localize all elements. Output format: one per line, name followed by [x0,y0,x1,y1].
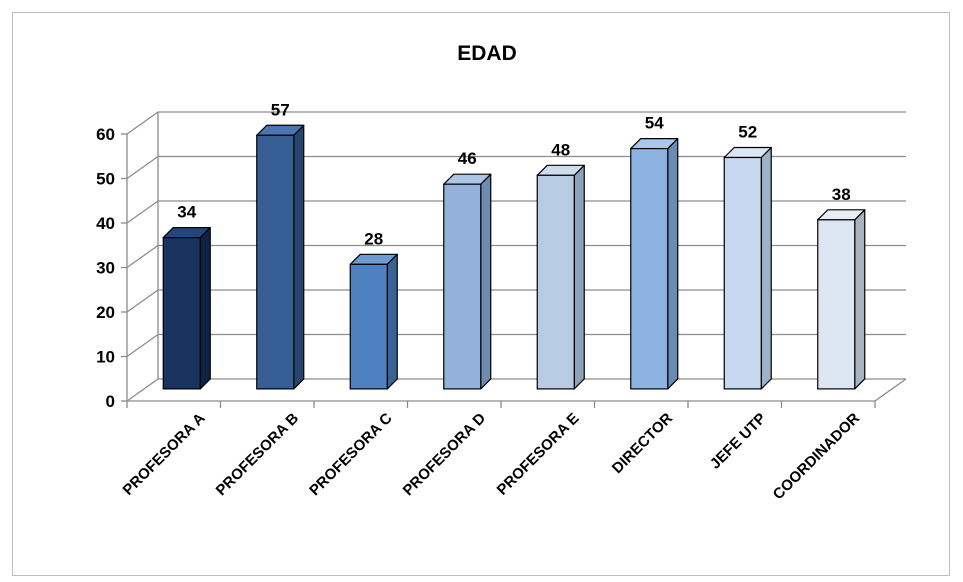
y-tick-label: 30 [96,259,115,278]
axes [121,133,907,408]
bar [349,253,398,390]
bar-side [573,164,585,390]
bar [630,137,679,390]
y-tick-label: 50 [96,170,115,189]
x-tick-label: DIRECTOR [609,410,676,477]
bar-front [349,263,388,390]
y-tick-label: 0 [106,392,115,411]
data-labels: 34 57 28 46 48 54 52 38 [177,100,850,248]
bar-side [293,124,305,390]
gridlines [126,111,906,402]
gridline-depth [126,244,159,269]
bars [162,124,866,390]
bar [162,227,211,390]
x-tick-label: PROFESORA D [400,410,490,500]
floor-right-edge [874,378,907,402]
chart-frame: EDAD 0 10 20 30 40 50 60 34 57 28 46 48 54 52 38 PROF… [12,12,950,576]
chart-title: EDAD [457,42,517,65]
bar-side [199,227,211,390]
gridline-depth [126,289,159,313]
x-tick-label: COORDINADOR [770,410,863,503]
bar-front [256,134,295,390]
data-label: 28 [364,229,383,248]
data-label: 48 [551,140,570,159]
bar-chart: EDAD 0 10 20 30 40 50 60 34 57 28 46 48 54 52 38 PROF… [96,42,907,503]
x-tick-label: JEFE UTP [707,410,770,473]
bar [256,124,305,390]
y-tick-label: 40 [96,214,115,233]
bar-side [760,146,772,390]
bar-front [536,174,575,390]
bar-side [854,209,866,390]
x-tick-label: PROFESORA C [306,410,396,500]
bar-side [386,253,398,390]
x-tick-label: PROFESORA E [494,410,583,499]
bar [817,209,866,390]
bar-front [630,148,669,390]
x-tick-label: PROFESORA A [120,410,209,499]
gridline-depth [126,378,159,402]
y-tick-label: 10 [96,348,115,367]
data-label: 54 [645,114,664,133]
data-label: 46 [458,149,477,168]
data-label: 38 [832,185,851,204]
y-tick-labels: 0 10 20 30 40 50 60 [96,125,115,411]
bar [723,146,772,390]
y-tick-label: 20 [96,303,115,322]
gridline-depth [126,200,159,224]
gridline-depth [126,333,159,358]
bar-front [817,219,856,390]
bar [443,173,492,390]
data-label: 34 [177,203,196,222]
bar-side [480,173,492,390]
y-tick-label: 60 [96,125,115,144]
gridline-depth [126,111,159,135]
bar-front [443,183,482,390]
bar-side [667,137,679,390]
x-tick-labels: PROFESORA A PROFESORA B PROFESORA C PROFESO… [120,410,864,503]
bar-front [162,237,201,390]
bar-front [723,156,762,390]
data-label: 57 [271,100,290,119]
data-label: 52 [738,123,757,142]
x-tick-label: PROFESORA B [213,410,303,500]
bar [536,164,585,390]
gridline-depth [126,155,159,180]
